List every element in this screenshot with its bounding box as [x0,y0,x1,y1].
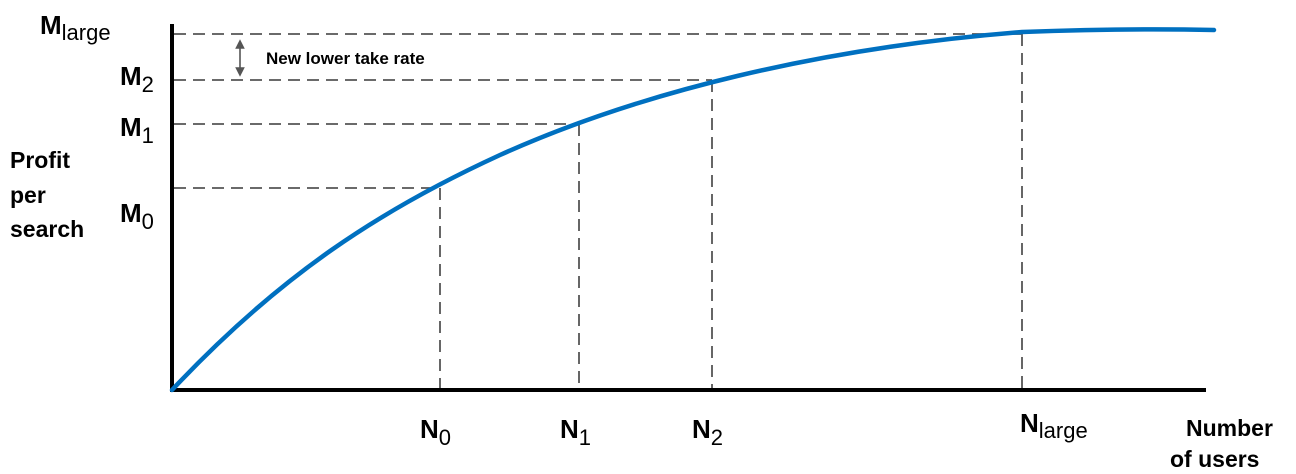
y-tick-m1-sub: 1 [142,123,154,148]
y-axis-title-line-3: search [10,216,84,242]
x-tick-nlarge-sub: large [1039,418,1088,443]
x-tick-n1-sub: 1 [579,425,591,450]
x-axis-title-line-1: Number [1186,415,1273,441]
guide-lines [174,33,1023,390]
y-tick-m0-base: M [120,198,142,228]
y-tick-m2: M2 [120,61,154,97]
x-tick-nlarge: Nlarge [1020,408,1088,443]
y-tick-m1: M1 [120,112,154,148]
x-tick-n1: N1 [560,414,591,450]
y-tick-mlarge-base: M [40,10,62,40]
y-tick-m0-sub: 0 [142,209,154,234]
x-tick-n0-base: N [420,414,439,444]
x-tick-nlarge-base: N [1020,408,1039,438]
x-tick-n2-sub: 2 [711,425,723,450]
y-tick-mlarge-sub: large [62,20,111,45]
y-tick-mlarge: Mlarge [40,10,111,45]
x-axis-title-line-2: of users [1170,446,1259,472]
y-axis-title-line-2: per [10,182,46,208]
y-tick-m2-base: M [120,61,142,91]
y-axis-title-line-1: Profit [10,147,70,173]
y-tick-m1-base: M [120,112,142,142]
x-tick-n1-base: N [560,414,579,444]
x-tick-n2: N2 [692,414,723,450]
y-tick-m2-sub: 2 [142,72,154,97]
x-tick-n2-base: N [692,414,711,444]
x-tick-n0: N0 [420,414,451,450]
profit-curve [169,27,1217,393]
annotation-new-lower-take-rate: New lower take rate [266,49,425,68]
y-tick-m0: M0 [120,198,154,234]
x-tick-n0-sub: 0 [439,425,451,450]
